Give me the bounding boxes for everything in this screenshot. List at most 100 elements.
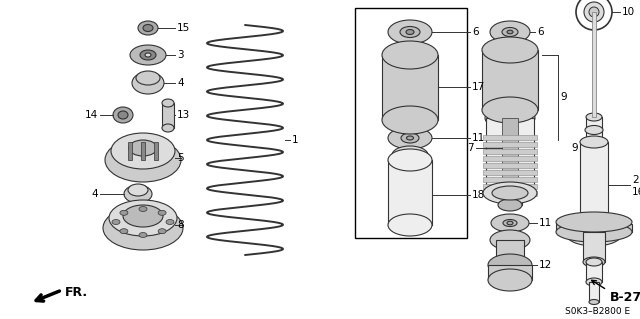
Ellipse shape [129, 140, 157, 156]
Ellipse shape [503, 219, 517, 226]
Ellipse shape [136, 71, 160, 85]
Ellipse shape [401, 133, 419, 143]
Bar [483, 163, 537, 168]
Ellipse shape [485, 107, 535, 129]
Ellipse shape [556, 222, 632, 242]
Ellipse shape [586, 278, 602, 286]
Ellipse shape [507, 30, 513, 34]
Ellipse shape [128, 184, 148, 196]
Bar [486, 118, 534, 193]
Ellipse shape [105, 138, 181, 182]
Bar [483, 170, 537, 175]
Ellipse shape [488, 254, 532, 276]
Text: 2: 2 [632, 175, 639, 185]
Ellipse shape [492, 110, 528, 126]
Bar [592, 12, 596, 117]
Ellipse shape [406, 29, 414, 34]
Ellipse shape [139, 233, 147, 238]
Bar [498, 193, 522, 205]
Ellipse shape [120, 210, 128, 215]
Text: 13: 13 [177, 110, 190, 120]
Ellipse shape [143, 25, 153, 32]
Bar [483, 191, 537, 196]
Ellipse shape [403, 152, 417, 159]
Ellipse shape [400, 49, 420, 61]
Ellipse shape [492, 186, 528, 200]
Bar [566, 222, 622, 234]
Ellipse shape [482, 97, 538, 123]
Bar [483, 184, 537, 189]
Bar [488, 265, 532, 280]
Ellipse shape [507, 221, 513, 225]
Ellipse shape [406, 136, 413, 140]
Text: 12: 12 [539, 260, 552, 270]
Ellipse shape [166, 219, 174, 225]
Ellipse shape [576, 0, 612, 30]
Ellipse shape [490, 230, 530, 250]
Text: 5: 5 [177, 153, 184, 163]
Ellipse shape [392, 146, 428, 164]
Text: 18: 18 [472, 190, 485, 200]
Bar [483, 142, 537, 147]
Bar [162, 103, 174, 128]
Ellipse shape [566, 222, 622, 246]
Ellipse shape [162, 99, 174, 107]
Ellipse shape [400, 26, 420, 38]
Bar [355, 8, 467, 238]
Ellipse shape [580, 216, 608, 228]
Bar [589, 282, 599, 302]
Bar [154, 142, 158, 160]
Ellipse shape [586, 113, 602, 121]
Ellipse shape [488, 269, 532, 291]
Bar [496, 240, 524, 265]
Ellipse shape [120, 229, 128, 234]
Ellipse shape [589, 300, 599, 305]
Text: 1: 1 [292, 135, 299, 145]
Text: 10: 10 [622, 7, 635, 17]
Ellipse shape [130, 45, 166, 65]
Ellipse shape [584, 2, 604, 22]
Ellipse shape [140, 50, 156, 60]
Text: 4: 4 [92, 189, 98, 199]
Ellipse shape [113, 107, 133, 123]
Bar [580, 142, 608, 222]
Ellipse shape [556, 212, 632, 232]
Ellipse shape [139, 206, 147, 211]
Ellipse shape [124, 185, 152, 203]
Text: B-27-10: B-27-10 [610, 291, 640, 304]
Ellipse shape [382, 41, 438, 69]
Ellipse shape [502, 27, 518, 36]
Bar [483, 135, 537, 140]
Bar [556, 224, 632, 232]
Text: 14: 14 [84, 110, 98, 120]
Text: 7: 7 [467, 143, 474, 153]
Bar [586, 262, 602, 282]
Ellipse shape [132, 72, 164, 94]
Text: 6: 6 [537, 27, 543, 37]
Text: 11: 11 [472, 133, 485, 143]
Ellipse shape [103, 206, 183, 250]
Ellipse shape [112, 219, 120, 225]
Text: 11: 11 [539, 218, 552, 228]
Ellipse shape [490, 21, 530, 43]
Ellipse shape [388, 214, 432, 236]
Text: 15: 15 [177, 23, 190, 33]
Bar [483, 177, 537, 182]
Ellipse shape [123, 205, 163, 227]
Text: 4: 4 [177, 78, 184, 88]
Ellipse shape [162, 124, 174, 132]
Ellipse shape [158, 229, 166, 234]
Ellipse shape [138, 21, 158, 35]
Bar [483, 149, 537, 154]
Ellipse shape [118, 111, 128, 119]
Ellipse shape [589, 7, 599, 17]
Bar [583, 232, 605, 262]
Ellipse shape [109, 200, 177, 236]
Ellipse shape [382, 106, 438, 134]
Ellipse shape [498, 199, 522, 211]
Ellipse shape [406, 53, 414, 57]
Ellipse shape [586, 138, 602, 146]
Ellipse shape [388, 149, 432, 171]
Bar [128, 142, 132, 160]
Text: 9: 9 [560, 92, 566, 102]
